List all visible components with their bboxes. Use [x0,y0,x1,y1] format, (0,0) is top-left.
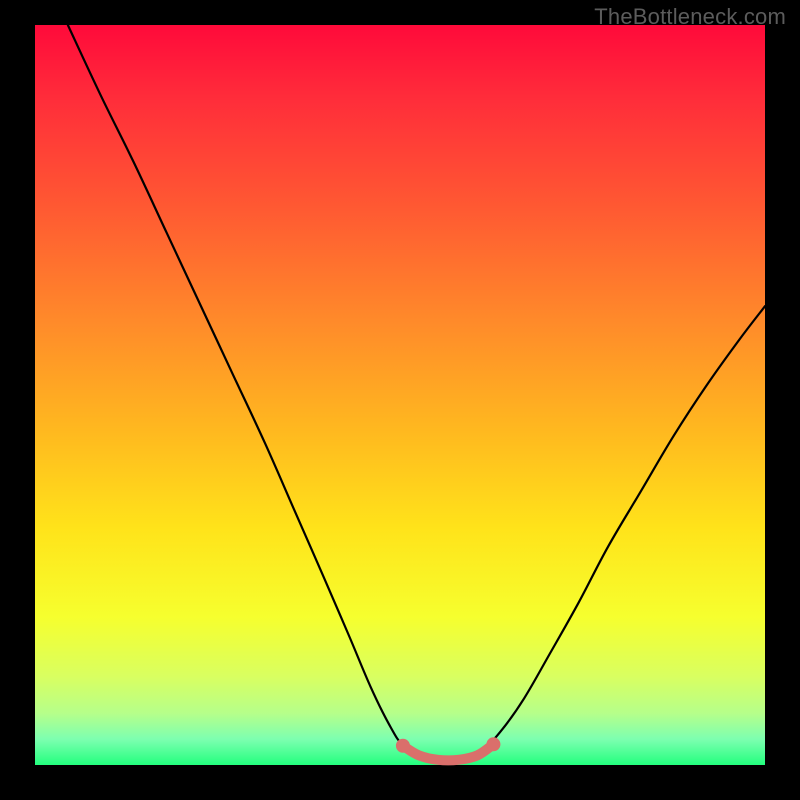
highlight-endpoint-marker [486,737,500,751]
plot-background [35,25,765,765]
chart-root: TheBottleneck.com [0,0,800,800]
bottleneck-chart [0,0,800,800]
highlight-endpoint-marker [396,739,410,753]
